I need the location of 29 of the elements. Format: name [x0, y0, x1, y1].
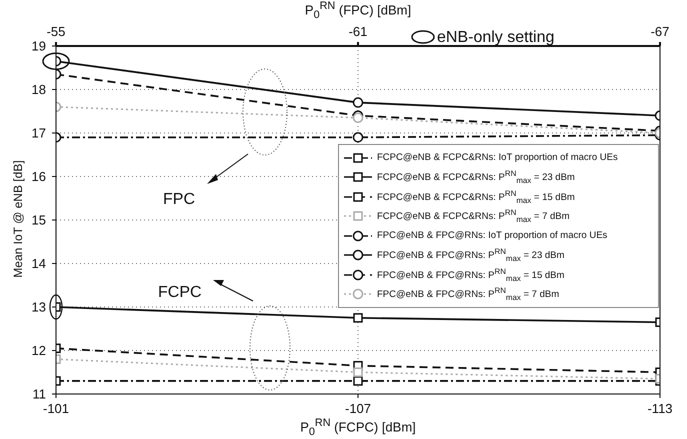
x2-axis-title: P$_{0}$$^{RN}$ (FPC) [dBm]: [304, 0, 412, 21]
y-tick-label: 11: [32, 386, 46, 402]
legend-label: FCPC@eNB & FCPC&RNs: P$^{RN}$$_{max}$ = 15 dBm: [377, 188, 575, 205]
annotation: FCPC: [158, 284, 202, 301]
x-axis-title: P$_{0}$$^{RN}$ (FCPC) [dBm]: [299, 417, 417, 438]
x2-tick-label: -67: [650, 24, 670, 39]
y-tick-label: 17: [32, 126, 46, 141]
annotation: FPC: [163, 191, 195, 208]
legend-label: FPC@eNB & FPC@RNs: IoT proportion of macro UEs: [377, 230, 608, 242]
legend-label: FCPC@eNB & FCPC&RNs: P$^{RN}$$_{max}$ = 7 dBm: [377, 208, 570, 224]
y-tick-label: 14: [32, 256, 46, 272]
x-tick-label: -113: [647, 401, 673, 416]
y-axis-title: Mean IoT @ eNB [dB]: [11, 159, 25, 280]
x-tick-label: -107: [344, 401, 372, 416]
y-tick-label: 16: [32, 169, 46, 184]
x2-tick-label: -55: [46, 24, 66, 39]
y-tick-label: 12: [32, 343, 46, 358]
legend-label: FCPC@eNB & FCPC&RNs: P$^{RN}$$_{max}$ = 23 dBm: [377, 169, 575, 186]
y-tick-label: 18: [32, 82, 46, 98]
legend-label: FPC@eNB & FPC@RNs: P$^{RN}$$_{max}$ = 15 dBm: [377, 266, 564, 283]
y-tick-label: 15: [32, 212, 46, 228]
legend-label: FPC@eNB & FPC@RNs: P$^{RN}$$_{max}$ = 7 dBm: [377, 286, 560, 302]
legend-label: FCPC@eNB & FCPC&RNs: IoT proportion of macro UEs: [377, 152, 618, 164]
x-tick-label: -101: [42, 401, 70, 416]
y-tick-label: 19: [32, 38, 46, 54]
legend-label: FPC@eNB & FPC@RNs: P$^{RN}$$_{max}$ = 23 dBm: [377, 247, 564, 264]
annotation: eNB-only setting: [437, 29, 554, 46]
x2-tick-label: -61: [348, 24, 368, 39]
y-tick-label: 13: [32, 300, 46, 315]
